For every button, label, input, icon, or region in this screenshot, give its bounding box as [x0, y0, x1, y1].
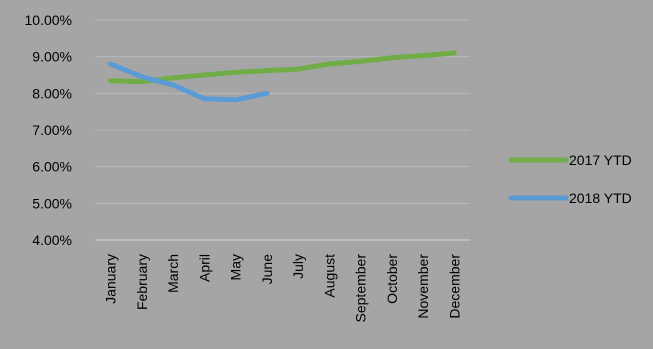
x-tick-label: December — [446, 254, 462, 319]
legend-label: 2017 YTD — [569, 152, 632, 168]
series-line — [108, 61, 270, 103]
x-tick-label: January — [103, 254, 119, 304]
x-tick-label: July — [290, 254, 306, 279]
x-tick-label: February — [134, 254, 150, 310]
x-tick-label: May — [228, 254, 244, 280]
y-tick-label: 6.00% — [32, 159, 72, 175]
x-tick-label: October — [384, 254, 400, 304]
y-tick-label: 10.00% — [25, 12, 72, 28]
series-lines — [108, 50, 457, 103]
y-tick-label: 5.00% — [32, 195, 72, 211]
x-tick-label: August — [321, 254, 337, 298]
x-tick-label: April — [196, 254, 212, 282]
y-tick-label: 8.00% — [32, 85, 72, 101]
y-tick-label: 9.00% — [32, 49, 72, 65]
y-tick-label: 7.00% — [32, 122, 72, 138]
x-tick-label: June — [259, 254, 275, 285]
x-axis: January February March April May June July Augu… — [95, 239, 470, 323]
legend-label: 2018 YTD — [569, 190, 632, 206]
y-tick-label: 4.00% — [32, 232, 72, 248]
gridlines — [95, 19, 470, 241]
x-tick-label: September — [353, 254, 369, 323]
series-line — [108, 50, 457, 85]
x-tick-label: March — [165, 254, 181, 293]
x-tick-label: November — [415, 254, 431, 319]
y-axis: 4.00% 5.00% 6.00% 7.00% 8.00% 9.00% 10.00% — [25, 12, 72, 248]
legend: 2017 YTD 2018 YTD — [508, 152, 632, 206]
